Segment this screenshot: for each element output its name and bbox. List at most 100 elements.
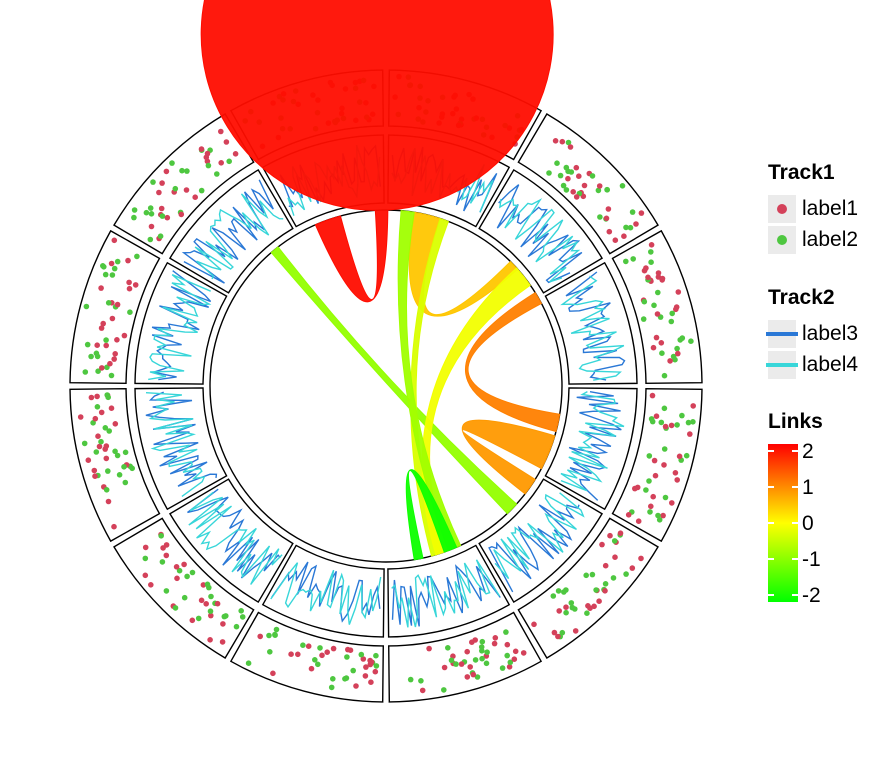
track1-point xyxy=(317,645,323,651)
colorbar-labels: 2 1 0 -1 -2 xyxy=(798,444,838,602)
track1-point xyxy=(160,213,166,219)
track1-point xyxy=(174,576,180,582)
legend-links-title: Links xyxy=(768,410,838,434)
track1-point xyxy=(149,211,155,217)
track1-point xyxy=(149,224,155,230)
track1-point xyxy=(635,485,641,491)
track1-point xyxy=(512,656,518,662)
track1-point xyxy=(445,645,451,651)
track1-point xyxy=(674,477,680,483)
track1-point xyxy=(570,605,576,611)
track1-point xyxy=(164,542,170,548)
track1-point xyxy=(100,321,106,327)
track1-point xyxy=(101,264,107,270)
track1-point xyxy=(373,653,379,659)
track1-point xyxy=(83,369,89,375)
track1-point xyxy=(459,661,465,667)
track1-point xyxy=(560,139,566,145)
track1-point xyxy=(174,564,180,570)
legend-item-label3: label3 xyxy=(768,318,858,349)
track1-point xyxy=(127,286,133,292)
track1-point xyxy=(558,173,564,179)
track1-point xyxy=(641,316,647,322)
track1-point xyxy=(105,395,111,401)
track1-point xyxy=(184,187,190,193)
track1-point xyxy=(623,259,629,265)
track1-point xyxy=(160,559,166,565)
track1-point xyxy=(99,410,105,416)
track1-point xyxy=(94,342,100,348)
track1-point xyxy=(591,604,597,610)
track1-point xyxy=(648,249,654,255)
track1-point xyxy=(513,649,519,655)
track1-point xyxy=(673,470,679,476)
track1-point xyxy=(105,468,111,474)
track1-point xyxy=(184,574,190,580)
track1-point xyxy=(613,237,619,243)
track1-point xyxy=(215,601,221,607)
track1-point xyxy=(123,480,129,486)
track1-point xyxy=(208,608,214,614)
track1-point xyxy=(363,673,369,679)
track1-point xyxy=(295,652,301,658)
track1-point xyxy=(199,598,205,604)
colorbar-tick: -2 xyxy=(802,585,821,606)
track1-point xyxy=(123,450,129,456)
track1-point xyxy=(223,613,229,619)
track1-point xyxy=(573,628,579,634)
track1-point xyxy=(92,468,98,474)
track1-point xyxy=(672,357,678,363)
track1-point xyxy=(563,610,569,616)
track1-point xyxy=(426,646,432,652)
track1-point xyxy=(676,289,682,295)
track1-point xyxy=(199,146,205,152)
track1-point xyxy=(521,650,527,656)
track1-point xyxy=(315,662,321,668)
track1-point xyxy=(561,183,567,189)
track1-point xyxy=(479,656,485,662)
track1-point xyxy=(420,688,426,694)
track1-point xyxy=(181,562,187,568)
track1-point xyxy=(553,138,559,144)
colorbar-tick: 2 xyxy=(802,441,814,462)
track1-point xyxy=(98,285,104,291)
track1-point xyxy=(442,665,448,671)
track1-point xyxy=(493,635,499,641)
legend-links: Links 2 1 0 -1 -2 xyxy=(768,410,838,602)
links-colorbar xyxy=(768,444,798,602)
track1-point xyxy=(418,678,424,684)
track1-point xyxy=(114,337,120,343)
track1-point xyxy=(669,423,675,429)
track1-point xyxy=(319,653,325,659)
track1-point xyxy=(159,206,165,212)
track1-point xyxy=(612,538,618,544)
legend-item-label2: label2 xyxy=(768,224,858,255)
track1-point xyxy=(659,340,665,346)
track1-point xyxy=(309,666,315,672)
track1-point xyxy=(94,351,100,357)
track1-point xyxy=(621,233,627,239)
track1-point xyxy=(650,393,656,399)
track1-point xyxy=(659,277,665,283)
track1-point xyxy=(662,406,668,412)
track1-point xyxy=(669,319,675,325)
track1-point xyxy=(561,589,567,595)
track1-point xyxy=(192,194,198,200)
track1-point xyxy=(233,151,239,157)
track1-point xyxy=(179,168,185,174)
track1-point xyxy=(86,457,92,463)
track1-point xyxy=(109,261,115,267)
track1-point xyxy=(590,173,596,179)
track1-point xyxy=(107,361,113,367)
track1-point xyxy=(505,642,511,648)
track1-point xyxy=(112,351,118,357)
legend-label: label4 xyxy=(802,353,858,377)
track1-point xyxy=(127,309,133,315)
track1-point xyxy=(126,280,132,286)
track1-point xyxy=(113,421,119,427)
track1-point xyxy=(636,518,642,524)
track1-point xyxy=(648,504,654,510)
track1-point xyxy=(117,472,123,478)
track1-point xyxy=(214,171,220,177)
link-ribbon xyxy=(271,247,516,514)
